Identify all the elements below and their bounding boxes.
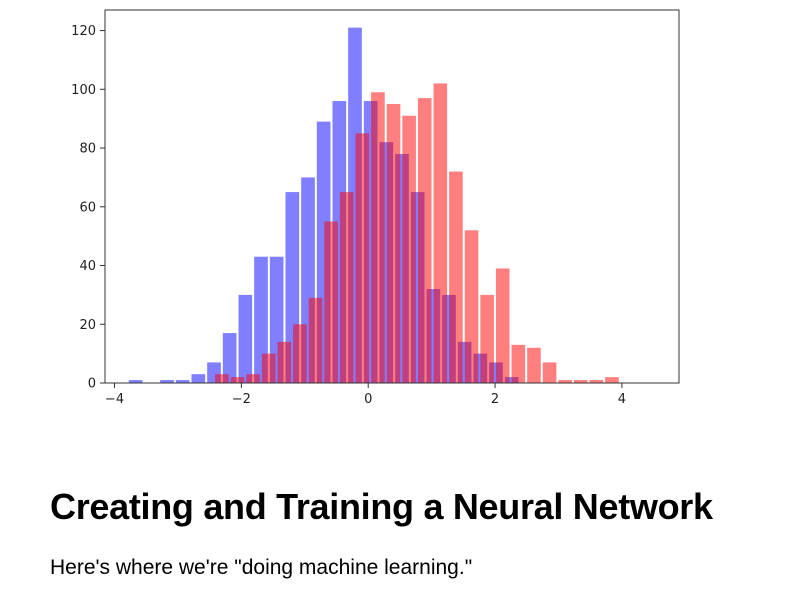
histogram-bar-series-2 [355, 133, 370, 383]
histogram-bar-series-2 [527, 347, 541, 383]
histogram-bar-series-2 [246, 374, 260, 383]
y-tick-label: 120 [71, 24, 96, 39]
histogram-bar-series-2 [215, 374, 229, 383]
histogram-bar-series-2 [324, 221, 338, 383]
histogram-bar-series-2 [277, 341, 292, 383]
histogram-bar-series-2 [542, 362, 557, 383]
histogram-bar-series-2 [511, 344, 526, 383]
histogram-bar-series-1 [175, 380, 190, 383]
x-tick-label: 2 [491, 392, 499, 407]
histogram-bar-series-2 [261, 353, 276, 383]
histogram-bar-series-1 [191, 374, 206, 383]
histogram-bar-series-1 [128, 380, 143, 383]
histogram-bar-series-2 [386, 103, 401, 383]
histogram-bar-series-2 [558, 380, 572, 383]
y-tick-label: 60 [79, 200, 96, 215]
histogram-bar-series-1 [254, 256, 268, 383]
y-tick-label: 40 [79, 259, 96, 274]
y-tick-label: 20 [79, 318, 96, 333]
histogram-bar-series-2 [339, 192, 354, 383]
y-tick-label: 0 [88, 377, 96, 392]
histogram-bar-series-2 [589, 380, 604, 383]
x-tick-label: 0 [364, 392, 372, 407]
histogram-bar-series-2 [402, 115, 416, 383]
histogram-bar-series-1 [238, 294, 253, 383]
histogram-bar-series-2 [495, 268, 510, 383]
histogram-bar-series-2 [293, 324, 307, 383]
y-tick-label: 80 [79, 142, 96, 157]
histogram-bar-series-2 [371, 92, 385, 384]
x-tick-label: −4 [105, 392, 124, 407]
x-tick-label: −2 [232, 392, 251, 407]
section-heading: Creating and Training a Neural Network [50, 486, 713, 527]
histogram-bar-series-2 [230, 377, 245, 383]
histogram-bar-series-1 [222, 333, 237, 383]
histogram-bar-series-2 [449, 171, 463, 383]
histogram-bar-series-2 [308, 297, 323, 383]
x-tick-label: 4 [618, 392, 626, 407]
plot-frame [104, 9, 680, 384]
histogram-bar-series-2 [464, 230, 479, 383]
histogram-bar-series-2 [417, 98, 432, 384]
histogram-bar-series-2 [480, 294, 494, 383]
histogram-bar-series-1 [160, 380, 174, 383]
histogram-bar-series-2 [573, 380, 588, 383]
y-tick-label: 100 [71, 83, 96, 98]
section-body-text: Here's where we're "doing machine learni… [50, 556, 473, 579]
histogram-bar-series-2 [605, 377, 619, 383]
histogram-bar-series-2 [433, 83, 448, 384]
